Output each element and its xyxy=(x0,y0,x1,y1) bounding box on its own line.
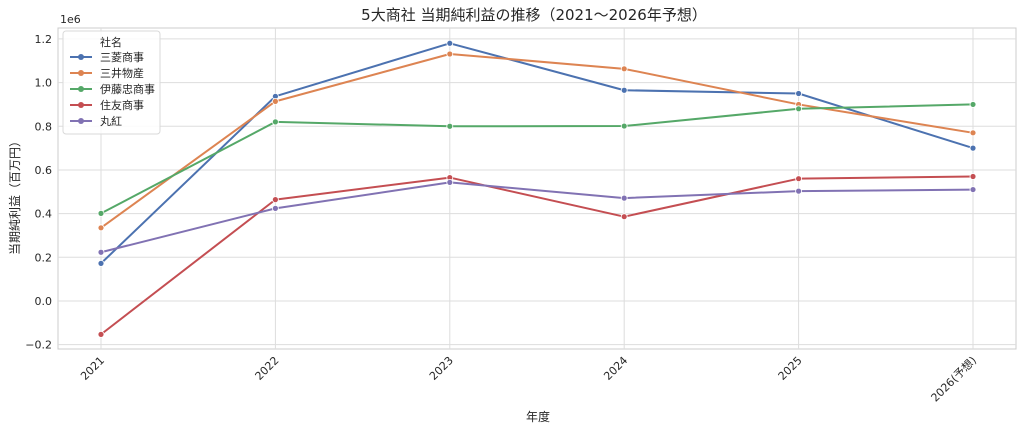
legend-label: 伊藤忠商事 xyxy=(100,82,155,96)
data-point xyxy=(97,224,105,232)
legend-label: 丸紅 xyxy=(100,115,122,128)
data-point xyxy=(620,213,628,221)
plot-area xyxy=(57,27,1017,350)
y-tick-label: 0.6 xyxy=(35,164,53,177)
data-point xyxy=(97,248,105,256)
data-point xyxy=(795,175,802,183)
data-point xyxy=(446,178,454,186)
legend-item: 丸紅 xyxy=(70,115,122,128)
data-point xyxy=(271,204,279,212)
data-point xyxy=(620,65,628,73)
legend-title: 社名 xyxy=(100,35,122,49)
y-tick-label: 0.8 xyxy=(35,120,53,133)
x-tick-label: 2026(予想) xyxy=(928,353,979,404)
series-2 xyxy=(97,101,977,217)
series-0 xyxy=(97,39,977,267)
data-point xyxy=(97,259,105,267)
y-multiplier-label: 1e6 xyxy=(60,13,81,26)
y-tick-label: 0.0 xyxy=(35,295,53,308)
data-point xyxy=(97,209,105,217)
series-line xyxy=(100,52,974,229)
series-line xyxy=(100,175,974,336)
legend-item: 三井物産 xyxy=(70,66,144,80)
legend-label: 住友商事 xyxy=(100,98,144,112)
x-tick-label: 2024 xyxy=(601,354,630,383)
y-tick-label: 1.2 xyxy=(35,33,53,46)
legend-swatch-marker xyxy=(78,102,84,108)
data-point xyxy=(795,90,802,97)
data-point xyxy=(795,187,802,195)
data-point xyxy=(969,129,977,137)
x-tick-labels: 2021 2022 2023 2024 2025 2026(予想) xyxy=(78,353,979,404)
legend-item: 伊藤忠商事 xyxy=(70,82,155,96)
data-point xyxy=(969,173,977,180)
series-layer xyxy=(97,39,977,338)
y-tick-label: −0.2 xyxy=(25,339,52,352)
legend-swatch-marker xyxy=(78,118,84,124)
legend-label: 三井物産 xyxy=(100,66,144,80)
data-point xyxy=(446,50,454,58)
series-4 xyxy=(97,178,977,256)
series-1 xyxy=(97,50,977,232)
data-point xyxy=(620,194,628,202)
y-tick-label: 0.2 xyxy=(35,251,53,264)
y-axis-label: 当期純利益（百万円） xyxy=(8,135,22,255)
series-3 xyxy=(97,173,977,338)
series-line xyxy=(100,42,974,265)
data-point xyxy=(271,118,279,126)
data-point xyxy=(969,101,977,108)
data-point xyxy=(446,39,454,47)
data-point xyxy=(620,86,628,94)
legend-item: 住友商事 xyxy=(70,98,144,112)
x-tick-label: 2025 xyxy=(776,354,805,383)
x-tick-label: 2021 xyxy=(78,354,107,383)
data-point xyxy=(620,122,628,130)
legend-swatch-marker xyxy=(78,54,84,60)
data-point xyxy=(969,144,977,152)
y-tick-labels: −0.2 0.0 0.2 0.4 0.6 0.8 1.0 1.2 xyxy=(25,33,52,352)
series-line xyxy=(100,103,974,215)
data-point xyxy=(969,186,977,193)
data-point xyxy=(97,330,105,338)
data-point xyxy=(446,122,454,130)
legend-item: 三菱商事 xyxy=(70,50,144,64)
y-tick-label: 1.0 xyxy=(35,77,53,90)
x-tick-label: 2023 xyxy=(427,354,456,383)
data-point xyxy=(271,196,279,204)
x-tick-label: 2022 xyxy=(253,354,282,383)
y-tick-label: 0.4 xyxy=(35,208,53,221)
legend-swatch-marker xyxy=(78,86,84,92)
chart-title: 5大商社 当期純利益の推移（2021〜2026年予想） xyxy=(361,6,707,24)
series-line xyxy=(100,181,974,254)
data-point xyxy=(271,97,279,105)
legend-label: 三菱商事 xyxy=(100,50,144,64)
data-point xyxy=(795,105,802,113)
legend-swatch-marker xyxy=(78,70,84,76)
x-axis-label: 年度 xyxy=(526,409,550,424)
